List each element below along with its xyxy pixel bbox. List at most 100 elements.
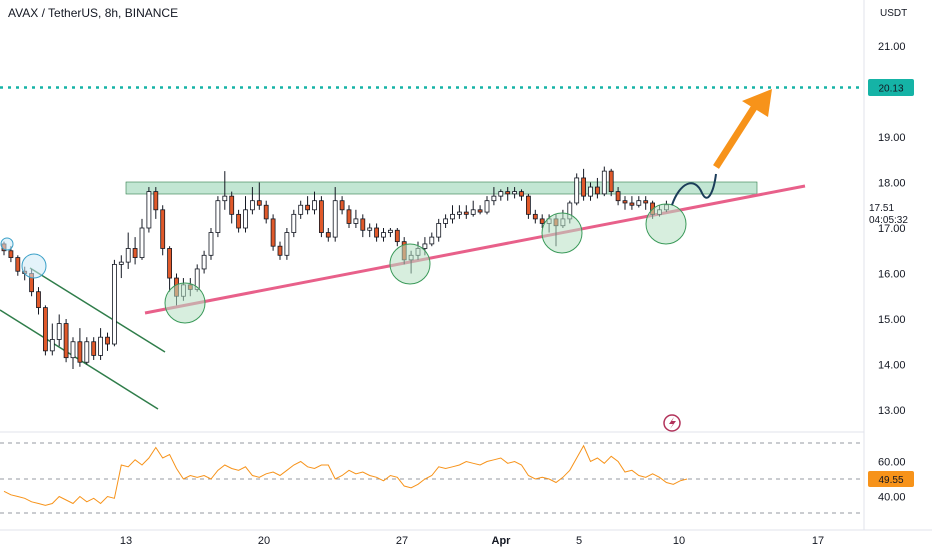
candle-down [595,186,600,195]
candle-up [112,263,117,345]
candle-up [443,218,449,224]
candle-up [512,191,517,195]
candle-down [15,257,21,272]
price-tick: 13.00 [878,405,906,417]
price-tick: 18.00 [878,178,906,190]
candle-down [270,218,276,247]
candle-down [43,307,48,352]
candle-up [588,186,593,197]
price-tick: 21.00 [878,41,906,53]
candle-down [77,341,83,363]
last-price-label: 17.51 04:05:32 [869,203,908,226]
candle-down [132,248,138,258]
candle-up [125,248,131,263]
candle-down [8,250,14,258]
candle-up [56,323,62,340]
candle-up [367,227,373,231]
touch-circle [645,203,687,245]
candle-down [153,191,159,211]
candle-up [139,227,145,258]
target-price-label: 20.13 [868,79,914,96]
time-axis: 13 20 27 Apr 5 10 17 [120,535,824,547]
rsi-pane: 60.00 40.00 49.55 [0,442,914,514]
candle-up [498,191,504,197]
candle-down [622,200,628,204]
resistance-zone [125,181,758,195]
last-price-text: 17.51 [869,203,894,214]
candle-up [284,232,290,256]
currency-label: USDT [880,8,907,19]
candle-up [381,232,386,238]
channel-upper-line [29,267,166,353]
support-trendline [144,184,806,315]
candlestick-series [1,166,669,370]
target-price-text: 20.13 [878,84,903,95]
candle-up [332,200,338,238]
candle-down [643,200,649,204]
candle-down [629,202,635,206]
candle-down [539,218,545,224]
candle-up [601,170,607,195]
rsi-axis: 60.00 40.00 [878,457,906,504]
time-tick: 5 [576,535,582,547]
candle-up [422,243,428,249]
price-tick: 15.00 [878,314,906,326]
candle-down [318,200,324,233]
touch-circle [389,243,431,285]
touch-circle [541,212,583,254]
time-tick: 10 [673,535,685,547]
countdown-text: 04:05:32 [869,215,908,226]
time-tick: 20 [258,535,270,547]
price-tick: 14.00 [878,360,906,372]
touch-circle [0,237,14,251]
candle-down [346,209,352,224]
touch-circle [164,282,206,324]
time-tick: 27 [396,535,408,547]
candle-up [574,177,580,204]
candle-down [63,323,69,359]
chart-title: AVAX / TetherUS, 8h, BINANCE [8,6,179,20]
rsi-tick: 40.00 [878,492,906,504]
candle-down [519,191,524,197]
price-tick: 17.00 [878,223,906,235]
candle-down [360,218,366,231]
candle-up [98,336,103,356]
time-tick: 13 [120,535,132,547]
touch-circles [0,203,687,324]
candle-up [49,339,55,352]
price-tick: 19.00 [878,132,906,144]
candle-down [167,248,173,279]
candle-up [387,229,393,233]
target-arrow-head [742,89,772,117]
candle-down [91,341,97,356]
candle-up [84,341,90,363]
candle-up [353,218,359,224]
candle-up [208,232,214,256]
time-tick: Apr [492,535,512,547]
candle-up [70,341,76,359]
candle-up [450,213,455,220]
touch-circle [21,253,47,279]
candle-down [236,213,242,229]
candle-up [312,200,317,211]
candle-down [608,170,614,193]
candle-down [263,204,269,220]
candle-up [243,209,248,229]
candle-down [526,195,531,215]
candle-up [118,261,124,265]
candle-up [436,223,442,238]
candle-up [249,200,255,211]
candle-up [470,209,476,215]
candle-down [277,245,283,256]
lightning-icon[interactable] [663,414,681,432]
candle-up [201,254,207,270]
time-tick: 17 [812,535,824,547]
candle-up [291,213,297,233]
candle-up [484,200,490,213]
candle-up [146,191,152,229]
rsi-line [3,444,688,506]
candle-down [305,204,311,211]
rsi-tick: 60.00 [878,457,906,469]
candle-down [532,213,538,220]
